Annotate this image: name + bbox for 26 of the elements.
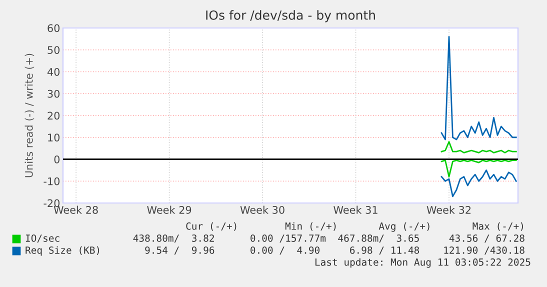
legend-label: Req Size (KB)	[26, 246, 100, 256]
x-tick-label: Week 32	[426, 206, 471, 214]
y-tick-label: 10	[48, 134, 60, 142]
y-tick-label: 0	[54, 155, 60, 164]
text: 438.80m/ 3.82 0.00 /157.77m 467.88m/ 3.65 43.56 / 67.28	[133, 234, 524, 243]
y-tick-label: 20	[48, 112, 60, 120]
text: Last update: Mon Aug 11 03:05:22 2025	[315, 258, 530, 268]
y-tick-label: 30	[48, 90, 60, 98]
y-tick-label: -10	[44, 177, 60, 186]
x-tick-label: Week 29	[147, 206, 192, 214]
x-tick-label: Week 31	[334, 206, 378, 214]
chart-title: IOs for /dev/sda - by month	[206, 10, 375, 22]
line-series	[440, 141, 517, 154]
y-tick-label: 60	[48, 24, 60, 32]
x-tick-label: Week 28	[54, 206, 98, 214]
y-tick-label: -20	[44, 199, 60, 208]
line-series	[440, 36, 517, 140]
text: Cur (-/+) Min (-/+) Avg (-/+) Max (-/+)	[186, 222, 523, 232]
line-series	[440, 169, 517, 198]
legend-label: IO/sec	[26, 234, 60, 243]
x-tick-label: Week 30	[240, 206, 284, 214]
y-tick-label: 50	[48, 46, 60, 54]
text: 9.54 / 9.96 0.00 / 4.90 6.98 / 11.48 121.90 /430.18	[145, 246, 524, 255]
line-series	[440, 160, 517, 178]
y-axis-title: Units read (-) / write (+)	[24, 54, 34, 178]
y-tick-label: 40	[47, 68, 60, 76]
